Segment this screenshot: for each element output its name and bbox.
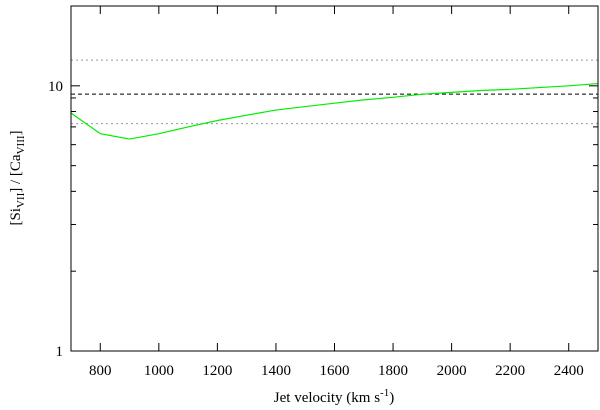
x-tick-label: 1800 bbox=[378, 363, 408, 379]
x-tick-label: 1400 bbox=[261, 363, 291, 379]
x-tick-label: 2000 bbox=[437, 363, 467, 379]
tick-labels: 800 1000 1200 1400 1600 1800 2000 2200 2400 1 10 bbox=[48, 79, 584, 379]
tick-marks bbox=[71, 5, 598, 352]
x-tick-label: 2200 bbox=[495, 363, 525, 379]
reference-lines bbox=[71, 59, 598, 125]
series-line-0 bbox=[70, 82, 599, 140]
y-tick-label: 1 bbox=[56, 344, 64, 360]
x-tick-label: 800 bbox=[89, 363, 112, 379]
x-tick-label: 1200 bbox=[202, 363, 232, 379]
series-layer bbox=[70, 82, 599, 140]
x-tick-label: 2400 bbox=[554, 363, 584, 379]
plot-frame bbox=[70, 5, 599, 352]
x-tick-label: 1600 bbox=[320, 363, 350, 379]
y-tick-label: 10 bbox=[48, 79, 63, 95]
x-tick-label: 1000 bbox=[144, 363, 174, 379]
y-axis-title: [SiVII] / [CaVIII] bbox=[8, 130, 27, 225]
x-axis-title: Jet velocity (km s-1) bbox=[274, 387, 394, 406]
